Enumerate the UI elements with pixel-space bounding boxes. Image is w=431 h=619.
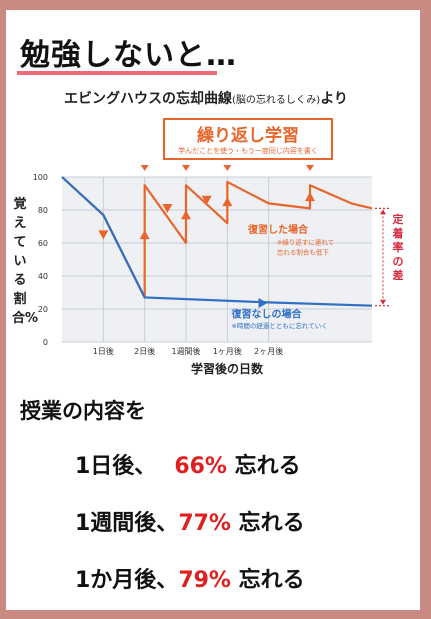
annotation-no-review: 復習なしの場合	[230, 307, 302, 320]
arrow-marker	[258, 298, 268, 309]
stat-row-1: 1日後、 66% 忘れる	[75, 448, 301, 480]
stat-when: 1週間後、	[75, 511, 179, 536]
arrow-marker	[305, 192, 315, 202]
annotation-review-note2: 忘れる割合も低下	[277, 248, 330, 257]
subtitle: エビングハウスの忘却曲線(脳の忘れるしくみ)より	[64, 88, 348, 108]
y-tick-label: 40	[38, 272, 48, 281]
gap-label-char: 定	[393, 212, 404, 226]
gap-label-char: 着	[392, 226, 404, 240]
review-marker	[306, 165, 314, 171]
stat-pct: 66%	[174, 454, 227, 479]
x-tick-label: 2日後	[134, 346, 155, 356]
y-tick-label: 80	[38, 206, 48, 215]
arrow-marker	[162, 204, 173, 213]
y-tick-label: 60	[38, 239, 48, 248]
y-tick-label: 20	[38, 305, 48, 314]
subtitle-main: エビングハウスの忘却曲線	[64, 91, 232, 107]
annotation-review-note1: ※繰り返すに連れて	[277, 238, 334, 247]
stat-when: 1か月後、	[75, 568, 179, 593]
content-heading: 授業の内容を	[20, 399, 146, 423]
y-tick-label: 0	[43, 338, 48, 347]
annotation-review: 復習した場合	[247, 223, 309, 236]
stat-row-2: 1週間後、77% 忘れる	[75, 505, 305, 537]
stat-pct: 77%	[178, 511, 231, 536]
arrow-marker	[181, 210, 191, 220]
review-marker	[223, 165, 232, 171]
stat-verb: 忘れる	[238, 568, 305, 593]
review-box: 繰り返し学習 学んだことを使う・もう一度同じ内容を書く	[163, 118, 333, 160]
review-box-title: 繰り返し学習	[197, 126, 299, 146]
stat-row-3: 1か月後、79% 忘れる	[75, 562, 305, 594]
gap-arrow-up	[380, 209, 386, 215]
headline-underline	[17, 71, 217, 75]
gap-label-char: の	[393, 255, 404, 268]
stat-verb: 忘れる	[234, 454, 301, 479]
review-marker	[140, 165, 149, 171]
arrow-marker	[139, 230, 150, 240]
review-marker	[182, 165, 190, 171]
x-tick-label: 1週間後	[171, 346, 200, 356]
stat-verb: 忘れる	[238, 511, 305, 536]
subtitle-tail: より	[320, 91, 348, 107]
arrow-marker	[222, 197, 233, 207]
x-tick-label: 2ヶ月後	[254, 346, 283, 356]
gap-arrow-down	[380, 299, 386, 305]
y-tick-label: 100	[33, 173, 48, 182]
x-tick-label: 1ヶ月後	[213, 346, 242, 356]
subtitle-paren: (脳の忘れるしくみ)	[232, 95, 321, 106]
headline: 勉強しないと…	[20, 38, 237, 73]
y-axis-label: 覚えている割合%	[12, 197, 39, 326]
arrow-marker	[98, 230, 109, 240]
stat-when: 1日後、	[75, 454, 157, 479]
series-line	[61, 176, 373, 307]
x-tick-label: 1日後	[93, 346, 114, 356]
arrow-marker	[201, 195, 212, 205]
annotation-no-review-note: ※時間の経過とともに忘れていく	[231, 321, 327, 330]
plot-background	[62, 177, 372, 342]
gap-label-char: 率	[393, 240, 404, 254]
gap-label-char: 差	[393, 268, 404, 282]
review-box-note: 学んだことを使う・もう一度同じ内容を書く	[178, 147, 318, 155]
x-axis-label: 学習後の日数	[191, 361, 264, 376]
stat-pct: 79%	[178, 568, 231, 593]
